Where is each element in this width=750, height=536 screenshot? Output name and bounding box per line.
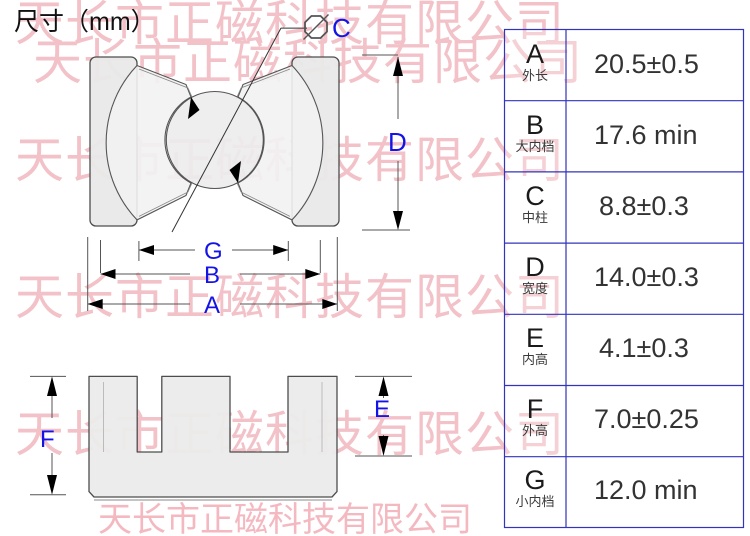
svg-text:天长市正磁科技有限公司: 天长市正磁科技有限公司 — [98, 501, 472, 536]
svg-text:20.5±0.5: 20.5±0.5 — [594, 49, 699, 79]
svg-text:D: D — [525, 252, 545, 282]
svg-text:A: A — [204, 292, 220, 319]
svg-text:4.1±0.3: 4.1±0.3 — [599, 333, 689, 363]
svg-text:14.0±0.3: 14.0±0.3 — [594, 262, 699, 292]
svg-text:C: C — [525, 181, 545, 211]
svg-text:F: F — [40, 426, 55, 453]
svg-text:12.0 min: 12.0 min — [594, 475, 698, 505]
svg-text:小内档: 小内档 — [515, 494, 554, 509]
svg-text:B: B — [526, 110, 544, 140]
svg-text:7.0±0.25: 7.0±0.25 — [594, 404, 699, 434]
svg-text:大内档: 大内档 — [515, 139, 554, 154]
svg-text:F: F — [527, 394, 544, 424]
svg-text:中柱: 中柱 — [522, 210, 548, 225]
svg-text:尺寸（mm）: 尺寸（mm） — [14, 8, 156, 36]
svg-text:D: D — [388, 127, 407, 157]
svg-text:8.8±0.3: 8.8±0.3 — [599, 191, 689, 221]
svg-text:外高: 外高 — [522, 423, 548, 438]
svg-text:外长: 外长 — [522, 68, 548, 83]
svg-text:G: G — [524, 465, 545, 495]
svg-text:E: E — [526, 323, 544, 353]
svg-text:A: A — [526, 39, 544, 69]
svg-text:宽度: 宽度 — [522, 281, 548, 296]
svg-text:G: G — [204, 238, 223, 265]
svg-text:E: E — [374, 396, 390, 423]
svg-text:C: C — [332, 13, 351, 43]
svg-text:17.6 min: 17.6 min — [594, 120, 698, 150]
svg-text:B: B — [204, 262, 220, 289]
svg-text:内高: 内高 — [522, 352, 548, 367]
